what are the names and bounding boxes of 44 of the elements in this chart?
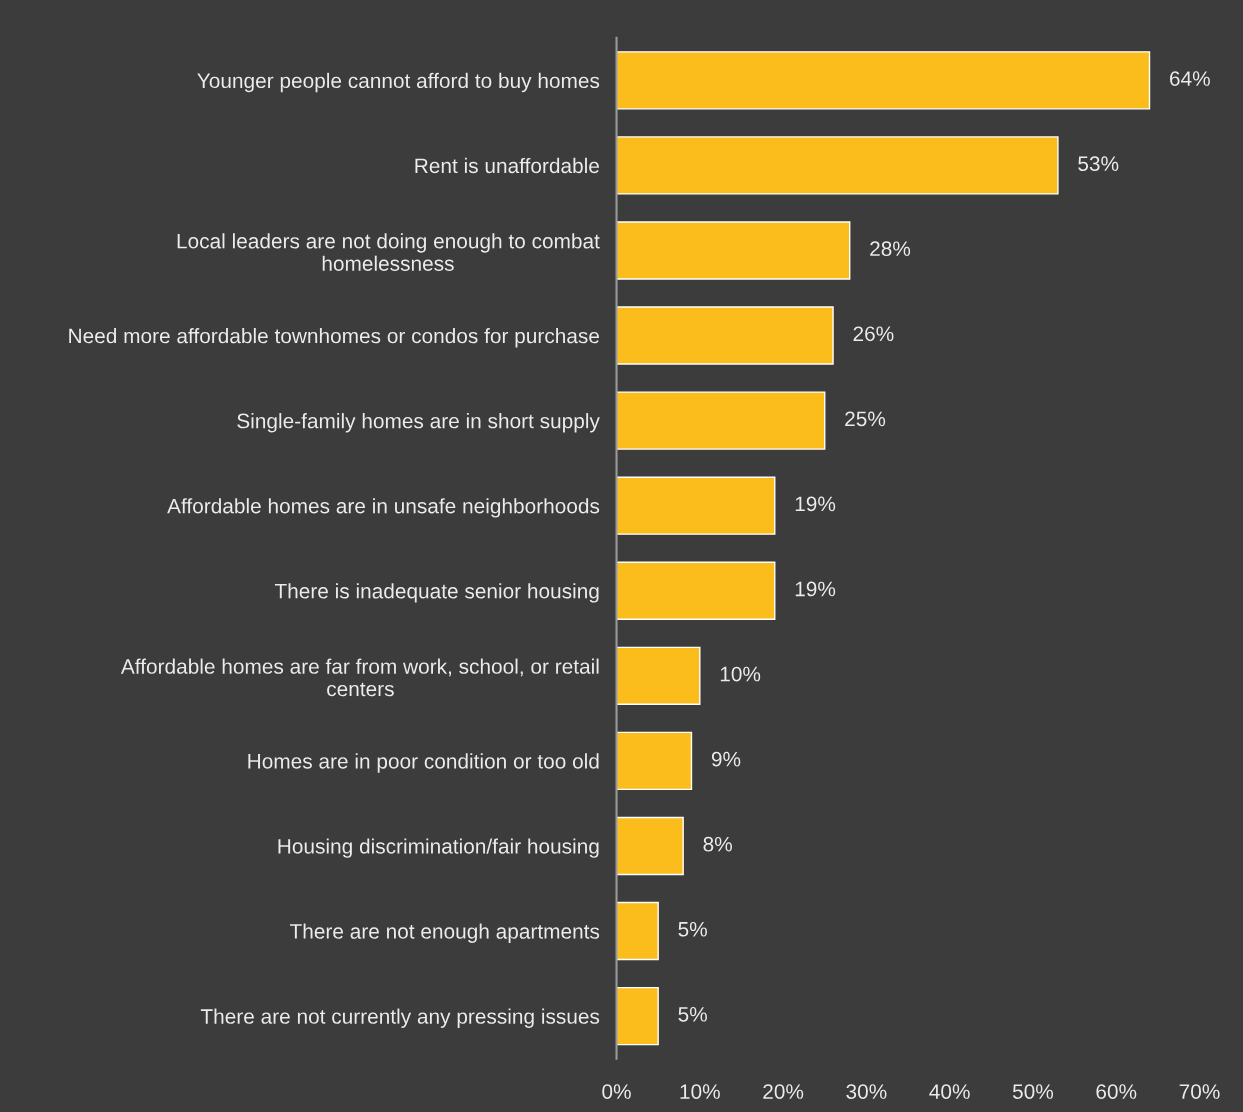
bar	[616, 51, 1151, 110]
data-label: 19%	[795, 496, 836, 512]
data-label: 53%	[1078, 156, 1119, 171]
y-tick-label: Local leaders are not doing enough to combat homelessness	[177, 233, 600, 271]
data-label: 8%	[703, 836, 732, 852]
y-tick-label: Need more affordable townhomes or condos for purchase	[69, 328, 599, 348]
x-tick-label: 70%	[1179, 1084, 1220, 1099]
y-tick-label: Younger people cannot afford to buy homes	[197, 72, 600, 93]
y-tick-label: There are not currently any pressing issues	[200, 1008, 600, 1028]
data-label: 26%	[853, 326, 894, 342]
y-tick-label: Housing discrimination/fair housing	[278, 838, 599, 858]
bar	[616, 816, 684, 876]
bar	[616, 136, 1059, 195]
bar	[616, 391, 826, 450]
y-tick-label: Homes are in poor condition or too old	[248, 753, 599, 773]
bar	[616, 306, 834, 365]
x-tick-label: 10%	[680, 1084, 720, 1099]
data-label: 5%	[678, 1007, 707, 1022]
bar	[616, 646, 701, 706]
data-label: 10%	[720, 666, 761, 682]
y-tick-label: There is inadequate senior housing	[274, 583, 599, 603]
x-tick-label: 60%	[1096, 1084, 1137, 1099]
bar	[616, 221, 851, 280]
y-tick-label: Rent is unaffordable	[415, 157, 599, 174]
bar	[616, 986, 659, 1046]
x-tick-label: 30%	[846, 1084, 887, 1099]
y-tick-label: Affordable homes are in unsafe neighborhoods	[167, 498, 600, 518]
data-label: 9%	[711, 751, 741, 767]
x-tick-label: 20%	[763, 1084, 804, 1099]
data-label: 64%	[1170, 71, 1210, 86]
x-tick-label: 0%	[602, 1084, 631, 1099]
data-label: 19%	[795, 581, 836, 597]
data-label: 28%	[870, 241, 911, 257]
y-tick-label: Affordable homes are far from work, school, or retail centers	[120, 658, 599, 697]
bar	[616, 476, 776, 535]
bar	[616, 901, 659, 961]
y-tick-label: There are not enough apartments	[289, 923, 600, 943]
data-label: 5%	[678, 921, 707, 937]
x-tick-label: 40%	[929, 1084, 970, 1099]
y-tick-label: Single-family homes are in short supply	[237, 413, 600, 433]
bar	[616, 731, 693, 791]
x-tick-label: 50%	[1012, 1084, 1054, 1099]
data-label: 25%	[845, 411, 886, 427]
bar	[616, 561, 776, 620]
